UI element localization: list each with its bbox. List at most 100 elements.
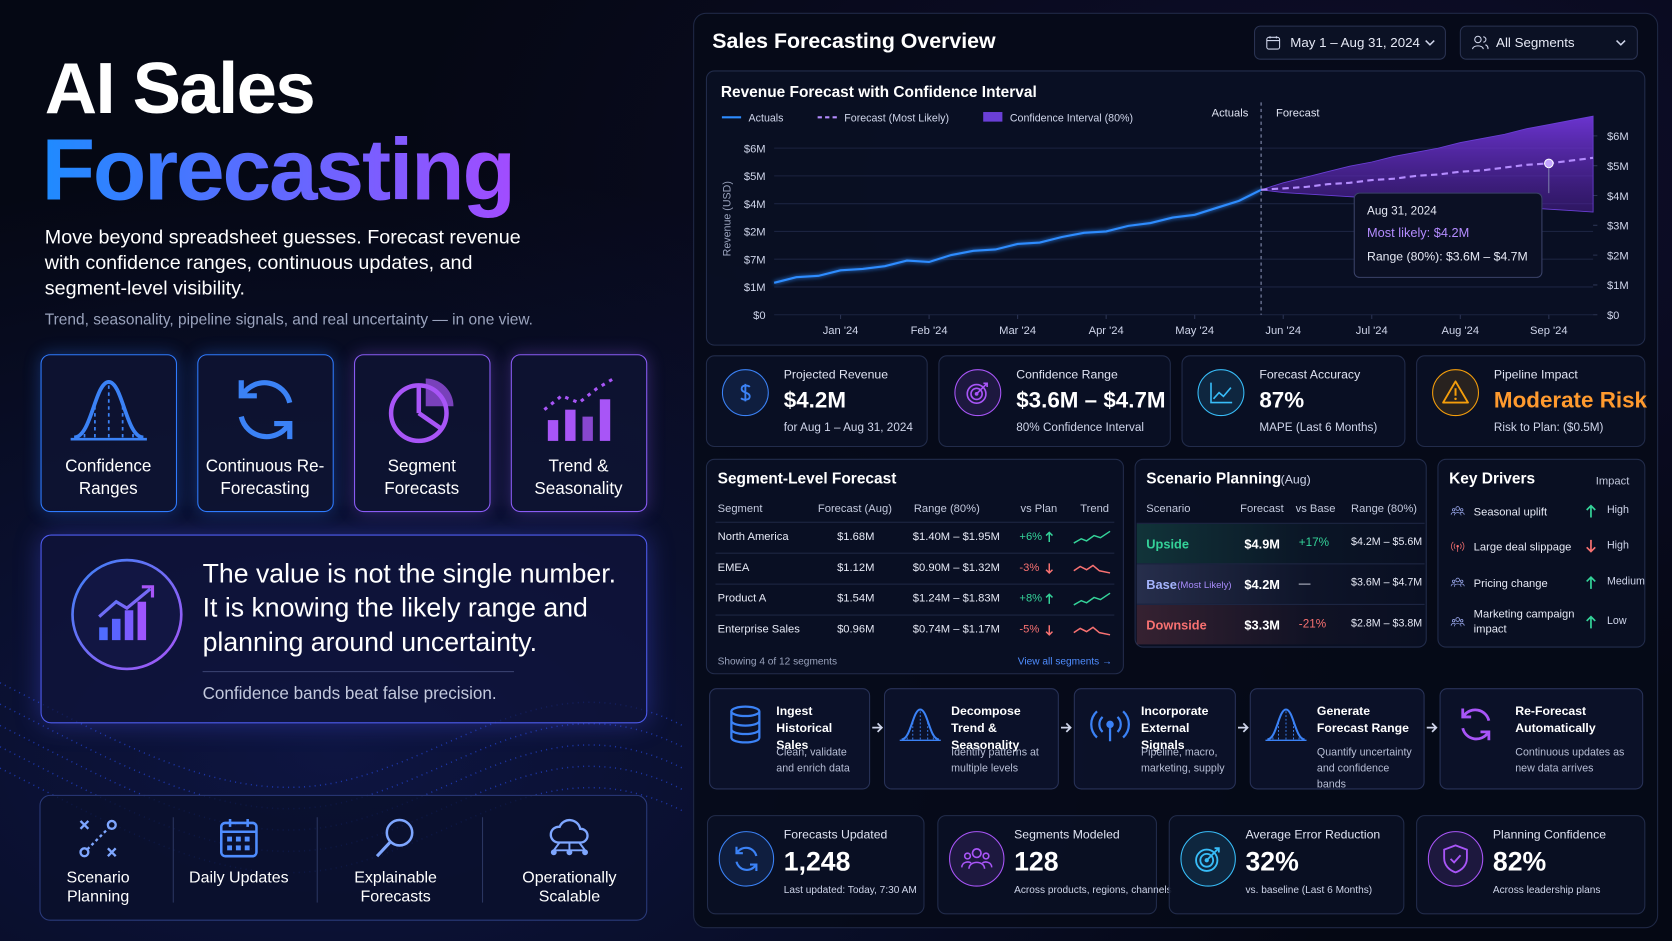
step-arrow: [1060, 722, 1072, 733]
icon-part: [976, 382, 988, 395]
icon-part: [1454, 397, 1457, 401]
icon: [1442, 380, 1469, 404]
kpi-note: MAPE (Last 6 Months): [1259, 421, 1378, 435]
scenario-name: Base: [1146, 577, 1177, 593]
icon-part: [1450, 512, 1465, 516]
kpi-icon-circle: [721, 369, 769, 417]
segment-dropdown[interactable]: All Segments: [1459, 25, 1638, 60]
dashboard-title: Sales Forecasting Overview: [712, 29, 996, 54]
tooltip-point: [1544, 158, 1554, 169]
icon-part: [1442, 380, 1469, 404]
stat-value: 128: [1014, 847, 1059, 877]
stat-label: Forecasts Updated: [783, 828, 888, 842]
scenario-vs-base: —: [1298, 577, 1311, 590]
stat-value: 1,248: [783, 847, 851, 877]
chevron: [1425, 40, 1435, 46]
tooltip-range: Range (80%): $3.6M – $4.7M: [1367, 249, 1528, 263]
icon-part: [1450, 623, 1465, 627]
y-tick-label: $2M: [744, 227, 766, 239]
icon-part: [227, 845, 233, 851]
quote-text: The value is not the single number. It i…: [202, 559, 617, 658]
step-arrow: [1238, 722, 1249, 733]
icon: [1450, 506, 1465, 516]
legend-label: Confidence Interval (80%): [1010, 113, 1133, 125]
kpi-icon-circle: [954, 369, 1002, 417]
icon-part: [549, 818, 589, 844]
table-cell: +8%: [1019, 592, 1043, 605]
icon-part: [740, 383, 751, 402]
icon-part: [1212, 387, 1232, 400]
icon-part: [137, 601, 147, 641]
icon-part: [227, 836, 250, 851]
trend-icons: [1045, 530, 1111, 544]
x-tick-label: Apr '24: [1089, 325, 1124, 337]
segment-card: Segment-Level Forecast Segment Forecast (A…: [705, 458, 1124, 675]
icon-part: [1586, 615, 1596, 629]
icon-part: [1452, 619, 1456, 623]
icon-part: [1586, 539, 1596, 553]
x-tick-label: May '24: [1175, 325, 1214, 337]
segment-title: Segment-Level Forecast: [717, 470, 897, 488]
step-title: Ingest Historical Sales: [776, 705, 833, 753]
icon-part: [970, 387, 983, 401]
quote-divider: [202, 671, 514, 673]
segment-text: All Segments: [1496, 35, 1575, 51]
row-divider: [715, 583, 1115, 585]
table-cell: -5%: [1019, 623, 1040, 636]
icon: [375, 818, 414, 858]
icon: [961, 848, 993, 869]
driver-arrow: [1586, 504, 1596, 518]
tooltip-box: [1353, 192, 1543, 278]
icon-part: [1451, 541, 1465, 551]
icon: [70, 380, 147, 441]
scenario-title: Scenario Planning: [1146, 470, 1282, 488]
icon: [730, 705, 761, 744]
table-cell: North America: [717, 530, 789, 544]
icon-part: [1073, 626, 1111, 636]
icon-part: [111, 618, 121, 641]
icon-part: [582, 849, 588, 856]
row-divider: [715, 521, 1115, 523]
scenario-card: Scenario Planning (Aug) Scenario Forecast vs…: [1134, 458, 1427, 648]
kpi-label: Pipeline Impact: [1493, 369, 1578, 382]
tooltip-most-likely: Most likely: $4.2M: [1367, 225, 1469, 240]
x-tick-label: Jan '24: [823, 325, 859, 337]
hero-description: Move beyond spreadsheet guesses. Forecas…: [44, 225, 521, 299]
hero-title-accent: Forecasting: [42, 119, 516, 221]
stat-label: Average Error Reduction: [1245, 828, 1381, 842]
benefit-label: Operationally Scalable: [522, 868, 617, 906]
benefit-label: Scenario Planning: [66, 868, 130, 906]
icon-part: [83, 385, 134, 438]
step-arrow: [1426, 722, 1438, 733]
benefit-label: Daily Updates: [189, 868, 289, 887]
icon-part: [1060, 722, 1072, 733]
icon-part: [385, 818, 414, 847]
y2-tick-label: $1M: [1607, 280, 1629, 292]
icon-part: [1455, 506, 1460, 511]
icon-part: [1073, 530, 1111, 544]
kpi-value: Moderate Risk: [1493, 388, 1647, 413]
date-range-dropdown[interactable]: May 1 – Aug 31, 2024: [1254, 25, 1446, 60]
feature-label: Confidence Ranges: [65, 457, 152, 499]
icon-part: [566, 849, 573, 856]
stat-icon-circle: [1427, 831, 1484, 887]
scenario-row: Downside $3.3M -21% $2.8M – $3.8M: [1136, 603, 1425, 645]
feature-card: Trend & Seasonality: [510, 354, 648, 513]
table-cell: -3%: [1019, 561, 1040, 574]
table-header: vs Plan: [1020, 502, 1058, 516]
trend-icons: [1045, 563, 1111, 574]
icon-part: [106, 819, 117, 830]
scenario-forecast: $3.3M: [1244, 617, 1280, 633]
driver-impact: High: [1606, 504, 1629, 517]
view-all-link[interactable]: View all segments →: [1017, 656, 1113, 668]
icon-part: [735, 846, 758, 871]
scenario-row: Base (Most Likely) $4.2M — $3.6M – $4.7M: [1136, 563, 1425, 604]
row-divider: [715, 614, 1115, 616]
benefit-label: Explainable Forecasts: [354, 868, 437, 906]
icon-part: [552, 841, 586, 852]
x-tick-label: Jul '24: [1356, 325, 1388, 337]
icon-part: [1474, 35, 1482, 44]
icon-part: [1425, 40, 1435, 46]
step-card: Re-Forecast Automatically Continuous upda…: [1439, 688, 1644, 790]
feature-label: Trend & Seasonality: [534, 457, 623, 499]
